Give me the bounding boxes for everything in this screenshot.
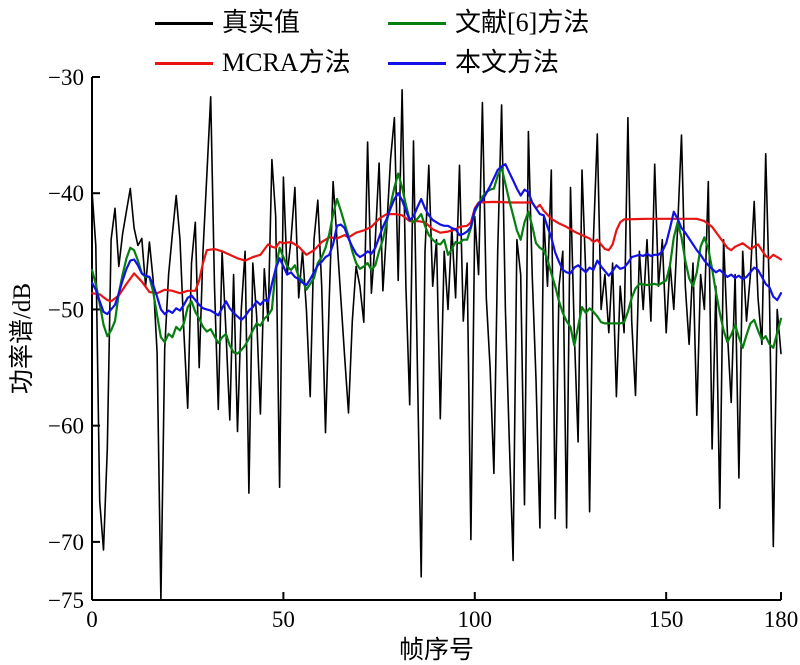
chart-legend: 真实值 文献[6]方法 MCRA方法 本文方法 <box>0 0 800 80</box>
series-line-3 <box>90 163 783 321</box>
x-axis-label: 帧序号 <box>399 636 474 664</box>
svg-text:50: 50 <box>272 607 295 632</box>
svg-text:−40: −40 <box>48 181 84 206</box>
legend-line-mcra-method <box>155 61 213 65</box>
legend-line-proposed-method <box>388 61 446 65</box>
legend-line-ref6-method <box>388 21 446 25</box>
legend-line-true-value <box>155 21 213 25</box>
svg-text:100: 100 <box>458 607 493 632</box>
svg-text:−30: −30 <box>48 65 84 90</box>
legend-item-mcra-method: MCRA方法 <box>155 48 351 78</box>
legend-item-proposed-method: 本文方法 <box>388 48 559 78</box>
series-line-2 <box>90 166 783 355</box>
svg-text:150: 150 <box>649 607 684 632</box>
y-axis-label: 功率谱/dB <box>8 283 36 394</box>
svg-text:0: 0 <box>86 607 98 632</box>
svg-text:−70: −70 <box>48 530 84 555</box>
legend-label-true-value: 真实值 <box>222 8 301 37</box>
series-line-0 <box>91 89 782 601</box>
svg-text:−75: −75 <box>48 588 84 613</box>
legend-item-ref6-method: 文献[6]方法 <box>388 8 589 38</box>
legend-label-proposed-method: 本文方法 <box>455 48 560 77</box>
legend-label-ref6-method: 文献[6]方法 <box>455 8 590 37</box>
series-line-1 <box>90 200 783 303</box>
svg-text:−50: −50 <box>48 297 84 322</box>
legend-label-mcra-method: MCRA方法 <box>222 48 351 77</box>
legend-item-true-value: 真实值 <box>155 8 300 38</box>
svg-text:180: 180 <box>764 607 799 632</box>
svg-text:−60: −60 <box>48 414 84 439</box>
